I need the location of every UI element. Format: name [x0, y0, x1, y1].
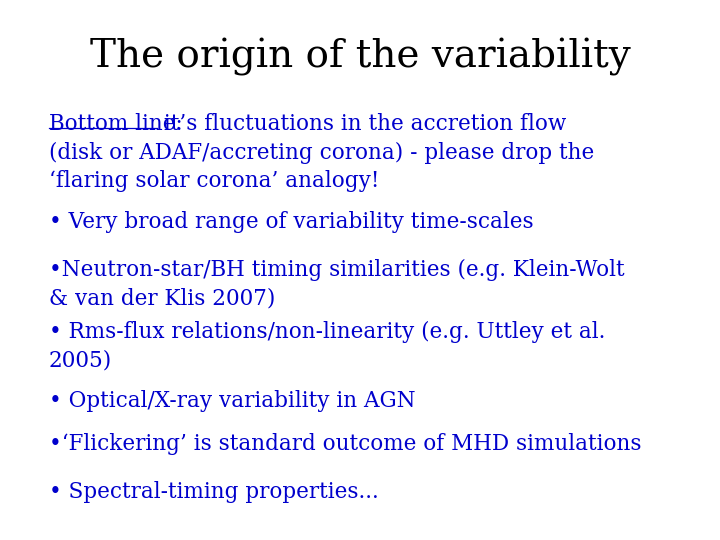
Text: ‘flaring solar corona’ analogy!: ‘flaring solar corona’ analogy!	[49, 170, 379, 192]
Text: Bottom line:: Bottom line:	[49, 113, 183, 136]
Text: it’s fluctuations in the accretion flow: it’s fluctuations in the accretion flow	[157, 113, 566, 136]
Text: • Very broad range of variability time-scales: • Very broad range of variability time-s…	[49, 211, 534, 233]
Text: (disk or ADAF/accreting corona) - please drop the: (disk or ADAF/accreting corona) - please…	[49, 141, 594, 164]
Text: The origin of the variability: The origin of the variability	[89, 38, 631, 76]
Text: • Rms-flux relations/non-linearity (e.g. Uttley et al.
2005): • Rms-flux relations/non-linearity (e.g.…	[49, 321, 606, 372]
Text: • Optical/X-ray variability in AGN: • Optical/X-ray variability in AGN	[49, 390, 415, 412]
Text: •Neutron-star/BH timing similarities (e.g. Klein-Wolt
& van der Klis 2007): •Neutron-star/BH timing similarities (e.…	[49, 259, 624, 309]
Text: •‘Flickering’ is standard outcome of MHD simulations: •‘Flickering’ is standard outcome of MHD…	[49, 433, 642, 455]
Text: • Spectral-timing properties...: • Spectral-timing properties...	[49, 481, 379, 503]
